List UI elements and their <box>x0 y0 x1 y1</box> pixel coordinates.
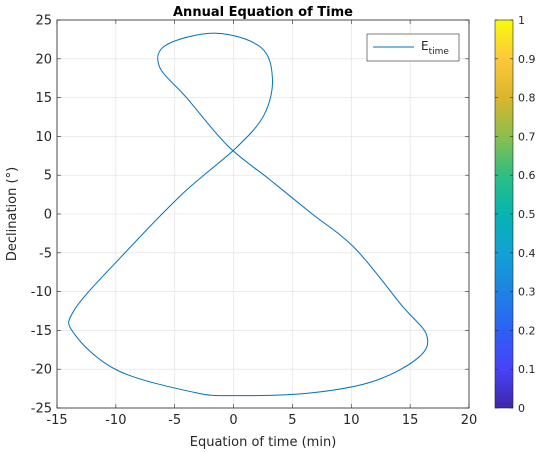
colorbar-tick-label: 1 <box>518 14 525 27</box>
legend-label-sub: time <box>429 47 450 57</box>
colorbar-tick-label: 0.7 <box>518 130 536 143</box>
series-line-0 <box>68 32 429 397</box>
x-tick-label: 5 <box>288 413 296 428</box>
colorbar-tick-label: 0.9 <box>518 53 536 66</box>
y-tick-label: -25 <box>31 402 52 417</box>
legend-label-main: E <box>421 39 429 53</box>
colorbar-tick-label: 0 <box>518 402 525 415</box>
y-axis-label: Declination (°) <box>5 167 20 261</box>
x-axis-label: Equation of time (min) <box>190 435 337 450</box>
y-tick-label: -20 <box>31 363 52 378</box>
y-tick-label: -15 <box>31 324 52 339</box>
colorbar-tick-label: 0.8 <box>518 92 536 105</box>
curve-layer <box>68 32 429 397</box>
y-tick-label: 20 <box>35 52 52 67</box>
colorbar-tick-label: 0.1 <box>518 363 536 376</box>
chart-title: Annual Equation of Time <box>173 5 353 20</box>
x-tick-label: 10 <box>343 413 360 428</box>
y-ticks: -25 -20 -15 -10 -5 0 5 10 15 20 25 <box>31 14 469 417</box>
legend: Etime <box>366 33 460 62</box>
y-tick-label: 5 <box>44 169 52 184</box>
y-tick-label: -10 <box>31 285 52 300</box>
x-tick-label: 0 <box>229 413 237 428</box>
colorbar-ticks: 0 0.1 0.2 0.3 0.4 0.5 0.6 0.7 0.8 0.9 1 <box>495 14 536 415</box>
x-tick-label: -10 <box>105 413 126 428</box>
x-tick-label: -15 <box>46 413 67 428</box>
y-tick-label: 0 <box>44 208 52 223</box>
colorbar-tick-label: 0.2 <box>518 324 536 337</box>
colorbar-tick-label: 0.5 <box>518 208 536 221</box>
colorbar-tick-label: 0.6 <box>518 169 536 182</box>
legend-entry: Etime <box>421 39 449 57</box>
y-tick-label: 10 <box>35 130 52 145</box>
x-tick-label: 20 <box>461 413 478 428</box>
colorbar-tick-label: 0.3 <box>518 286 536 299</box>
x-tick-label: 15 <box>402 413 419 428</box>
x-ticks: -15 -10 -5 0 5 10 15 20 <box>46 20 477 428</box>
y-tick-label: -5 <box>39 246 52 261</box>
y-tick-label: 25 <box>35 14 52 29</box>
y-tick-label: 15 <box>35 91 52 106</box>
colorbar-tick-label: 0.4 <box>518 247 536 260</box>
x-tick-label: -5 <box>168 413 181 428</box>
